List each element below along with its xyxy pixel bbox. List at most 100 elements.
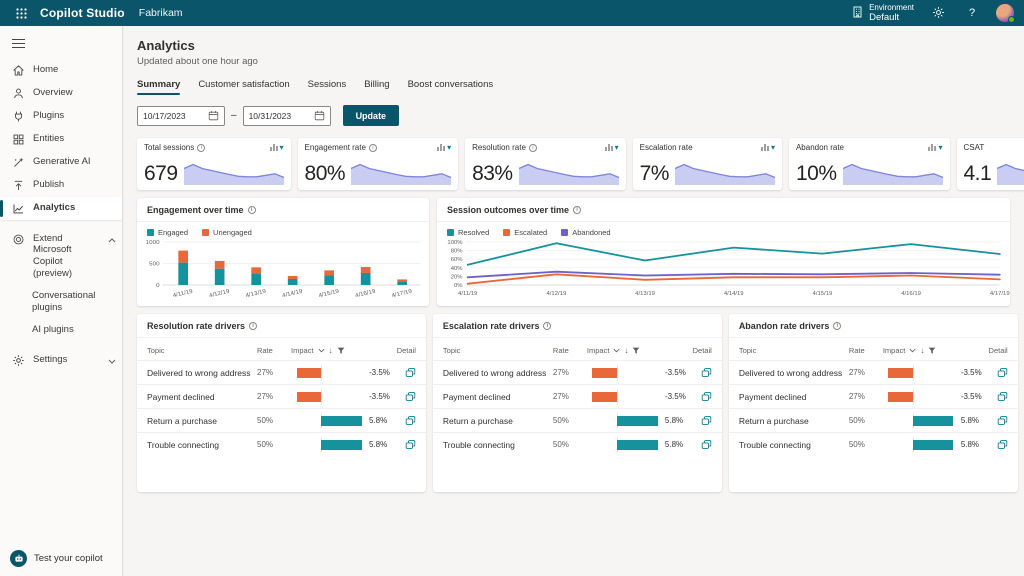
- app-launcher-waffle-icon[interactable]: [10, 2, 32, 24]
- detail-link[interactable]: [982, 439, 1008, 450]
- entities-grid-icon: [12, 133, 25, 146]
- column-impact[interactable]: Impact: [291, 346, 314, 355]
- sidebar-item-extend-copilot[interactable]: Extend Microsoft Copilot (preview): [0, 228, 122, 286]
- update-button[interactable]: Update: [343, 105, 400, 126]
- kpi-chart-type-dropdown[interactable]: ▾: [437, 144, 451, 152]
- table-row: Trouble connecting50%5.8%: [137, 432, 426, 456]
- mini-chart-icon: [270, 144, 278, 151]
- detail-link[interactable]: [686, 415, 712, 426]
- mini-chart-icon: [605, 144, 613, 151]
- user-avatar[interactable]: [996, 4, 1014, 22]
- view-sessions-icon: [405, 391, 416, 402]
- help-icon[interactable]: ?: [962, 3, 982, 23]
- detail-link[interactable]: [686, 367, 712, 378]
- svg-text:40%: 40%: [451, 266, 463, 272]
- sort-descending-icon[interactable]: ↓: [920, 346, 924, 355]
- kpi-chart-type-dropdown[interactable]: ▾: [761, 144, 775, 152]
- table-row: Return a purchase50%5.8%: [433, 408, 722, 432]
- svg-text:4/15/19: 4/15/19: [318, 289, 340, 299]
- info-icon[interactable]: i: [543, 322, 551, 330]
- column-impact[interactable]: Impact: [587, 346, 610, 355]
- info-icon[interactable]: i: [249, 322, 257, 330]
- nav-collapse-hamburger-icon[interactable]: [0, 26, 122, 59]
- filter-funnel-icon[interactable]: [632, 347, 640, 355]
- info-icon[interactable]: i: [248, 206, 256, 214]
- detail-link[interactable]: [686, 439, 712, 450]
- info-icon[interactable]: i: [573, 206, 581, 214]
- detail-link[interactable]: [390, 391, 416, 402]
- settings-gear-icon[interactable]: [928, 3, 948, 23]
- detail-link[interactable]: [982, 415, 1008, 426]
- sort-descending-icon[interactable]: ↓: [624, 346, 628, 355]
- start-date-input[interactable]: 10/17/2023: [137, 106, 225, 126]
- column-detail: Detail: [982, 346, 1008, 355]
- sidebar-item-settings[interactable]: Settings: [0, 349, 122, 373]
- rate-cell: 27%: [257, 392, 291, 401]
- detail-link[interactable]: [390, 439, 416, 450]
- plug-icon: [12, 110, 25, 123]
- home-icon: [12, 64, 25, 77]
- kpi-chart-type-dropdown[interactable]: ▾: [270, 144, 284, 152]
- tab-sessions[interactable]: Sessions: [308, 79, 347, 95]
- topic-cell: Payment declined: [739, 392, 849, 402]
- info-icon[interactable]: i: [529, 144, 537, 152]
- svg-text:500: 500: [149, 262, 160, 268]
- sidebar-item-entities[interactable]: Entities: [0, 128, 122, 151]
- sidebar-item-analytics[interactable]: Analytics: [0, 197, 122, 220]
- test-your-copilot-button[interactable]: Test your copilot: [0, 540, 122, 576]
- chevron-down-icon[interactable]: [318, 348, 325, 353]
- impact-cell: 5.8%: [587, 416, 686, 426]
- sidebar-item-publish[interactable]: Publish: [0, 174, 122, 197]
- impact-value: 5.8%: [369, 440, 387, 449]
- info-icon[interactable]: i: [369, 144, 377, 152]
- rate-cell: 50%: [257, 416, 291, 425]
- info-icon[interactable]: i: [197, 144, 205, 152]
- kpi-chart-type-dropdown[interactable]: ▾: [928, 144, 942, 152]
- end-date-input[interactable]: 10/31/2023: [243, 106, 331, 126]
- environment-picker[interactable]: Environment Default: [852, 3, 914, 24]
- info-icon[interactable]: i: [833, 322, 841, 330]
- chevron-down-icon: ▾: [771, 144, 775, 152]
- tab-billing[interactable]: Billing: [364, 79, 389, 95]
- sidebar-item-generative-ai[interactable]: Generative AI: [0, 151, 122, 174]
- analytics-chart-icon: [12, 202, 25, 215]
- filter-funnel-icon[interactable]: [337, 347, 345, 355]
- kpi-card-engagement-rate: Engagement ratei▾80%: [298, 138, 459, 190]
- sidebar-item-home[interactable]: Home: [0, 59, 122, 82]
- chevron-down-icon[interactable]: [909, 348, 916, 353]
- rate-cell: 50%: [849, 416, 883, 425]
- detail-link[interactable]: [390, 415, 416, 426]
- column-topic: Topic: [147, 346, 257, 355]
- svg-text:4/12/19: 4/12/19: [546, 291, 566, 297]
- bot-name[interactable]: Fabrikam: [139, 7, 183, 19]
- rate-cell: 27%: [553, 368, 587, 377]
- sidebar-item-overview[interactable]: Overview: [0, 82, 122, 105]
- detail-link[interactable]: [686, 391, 712, 402]
- sidebar-item-ai-plugins[interactable]: AI plugins: [0, 319, 122, 341]
- tab-summary[interactable]: Summary: [137, 79, 180, 95]
- topic-cell: Trouble connecting: [443, 440, 553, 450]
- sort-descending-icon[interactable]: ↓: [329, 346, 333, 355]
- chevron-down-icon[interactable]: [613, 348, 620, 353]
- detail-link[interactable]: [982, 391, 1008, 402]
- tab-customer-satisfaction[interactable]: Customer satisfaction: [198, 79, 289, 95]
- column-detail: Detail: [686, 346, 712, 355]
- engagement-legend: EngagedUnengaged: [137, 222, 429, 237]
- column-rate: Rate: [849, 346, 883, 355]
- app-title[interactable]: Copilot Studio: [40, 6, 125, 20]
- sidebar-item-conversational-plugins[interactable]: Conversational plugins: [0, 285, 122, 319]
- date-range-controls: 10/17/2023 – 10/31/2023 Update: [137, 105, 1010, 126]
- tab-boost-conversations[interactable]: Boost conversations: [408, 79, 494, 95]
- detail-link[interactable]: [390, 367, 416, 378]
- filter-funnel-icon[interactable]: [928, 347, 936, 355]
- sidebar-item-plugins[interactable]: Plugins: [0, 105, 122, 128]
- column-impact[interactable]: Impact: [883, 346, 906, 355]
- kpi-value: 10%: [796, 163, 837, 186]
- impact-cell: -3.5%: [587, 368, 686, 378]
- kpi-sparkline: [843, 156, 943, 186]
- kpi-chart-type-dropdown[interactable]: ▾: [605, 144, 619, 152]
- detail-link[interactable]: [982, 367, 1008, 378]
- abandon-rate-drivers-card: Abandon rate driversiTopicRateImpact↓Det…: [729, 314, 1018, 492]
- svg-text:4/11/19: 4/11/19: [172, 289, 194, 299]
- rate-cell: 27%: [553, 392, 587, 401]
